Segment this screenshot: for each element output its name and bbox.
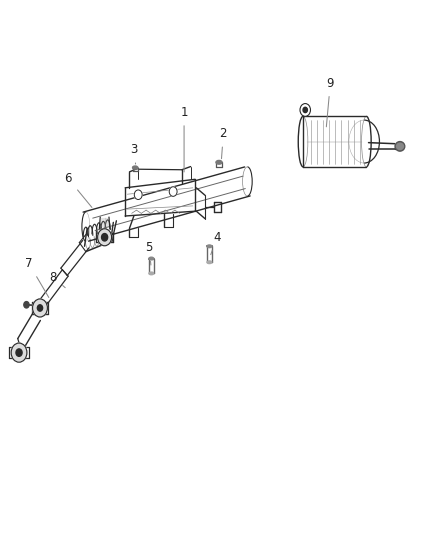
Ellipse shape <box>396 143 403 150</box>
Ellipse shape <box>216 160 222 164</box>
Circle shape <box>98 229 112 246</box>
Ellipse shape <box>133 166 138 169</box>
Text: 4: 4 <box>211 231 221 255</box>
Text: 8: 8 <box>49 271 65 288</box>
Text: 5: 5 <box>145 241 153 265</box>
Text: 3: 3 <box>130 143 138 164</box>
Circle shape <box>303 107 307 112</box>
Text: 9: 9 <box>326 77 334 127</box>
Circle shape <box>134 190 142 199</box>
Circle shape <box>24 302 29 308</box>
Text: 6: 6 <box>65 172 92 207</box>
Text: 1: 1 <box>180 106 188 172</box>
Text: 2: 2 <box>219 127 227 159</box>
Circle shape <box>11 343 27 362</box>
Ellipse shape <box>207 245 212 248</box>
Circle shape <box>16 349 22 357</box>
Ellipse shape <box>207 261 212 264</box>
Circle shape <box>37 305 42 311</box>
Ellipse shape <box>149 257 154 260</box>
Ellipse shape <box>395 142 405 151</box>
Text: 7: 7 <box>25 257 49 297</box>
Circle shape <box>169 187 177 196</box>
Circle shape <box>32 299 47 317</box>
Circle shape <box>300 103 311 116</box>
Ellipse shape <box>149 272 154 274</box>
Circle shape <box>102 233 108 241</box>
